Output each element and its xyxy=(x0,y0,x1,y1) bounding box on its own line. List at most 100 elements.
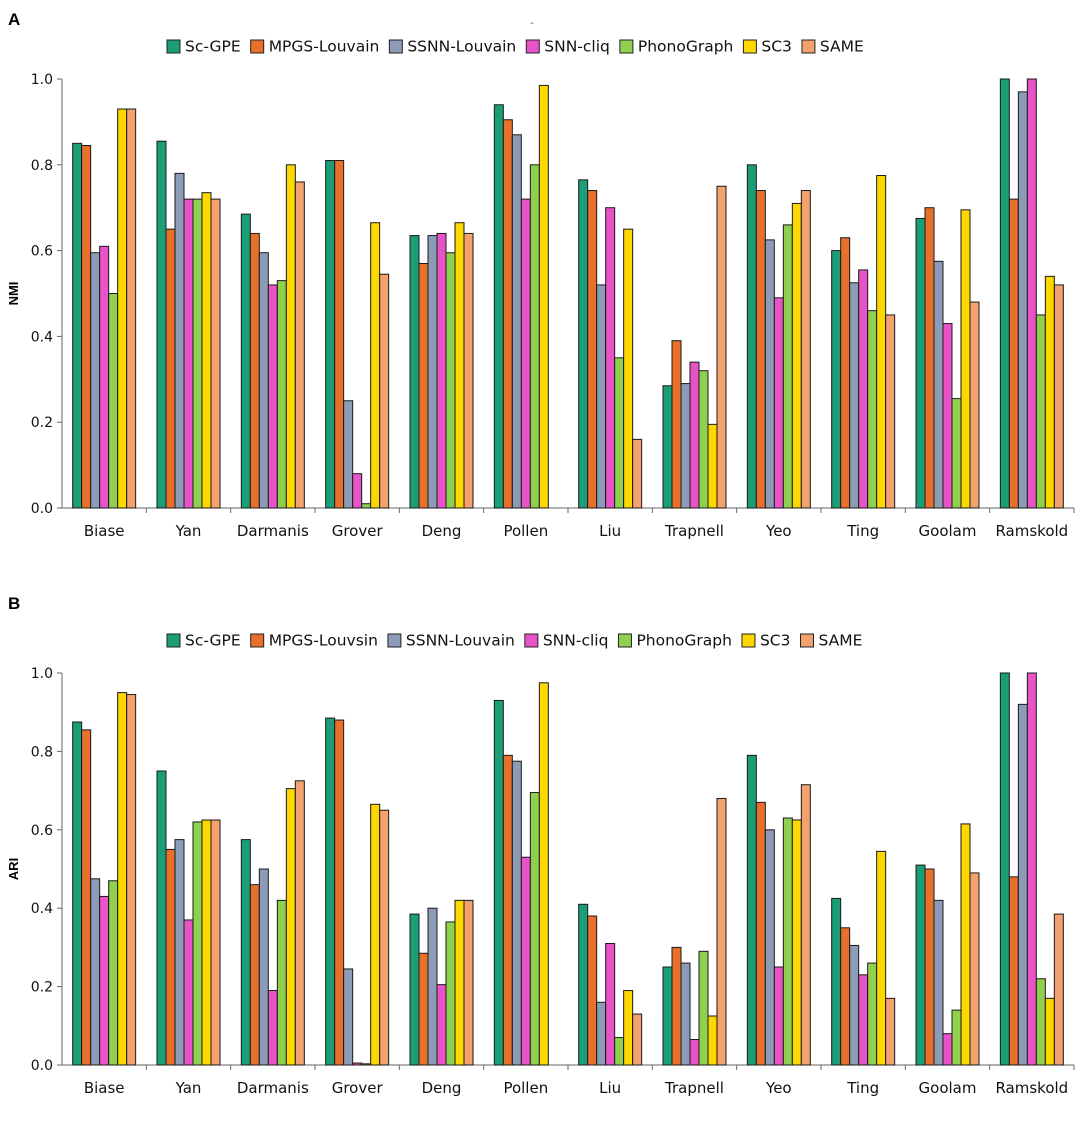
panel-a-bar xyxy=(463,232,474,509)
panel-b-y-tick-label: 0.6 xyxy=(31,823,53,839)
panel-b-bar xyxy=(933,899,944,1066)
panel-a-legend-label: SSNN-Louvain xyxy=(407,38,516,56)
panel-a-bar xyxy=(538,84,549,509)
panel-a-x-tick-label: Yeo xyxy=(765,522,792,540)
panel-a-bar xyxy=(791,202,802,509)
panel-a-bar xyxy=(370,222,381,509)
panel-a-bar xyxy=(502,119,513,509)
panel-a-x-tick-label: Liu xyxy=(599,522,621,540)
panel-a-bar xyxy=(210,198,221,509)
panel-b-x-tick-label: Grover xyxy=(332,1079,384,1097)
panel-b-bar xyxy=(520,856,531,1066)
panel-b-bar xyxy=(325,717,336,1066)
panel-a-plot: 0.0 0.2 0.4 0.6 0.8 1.0 NMI Biase Yan Darmanis Gro… xyxy=(6,72,1075,540)
panel-a-bar xyxy=(849,282,860,509)
panel-b-x-tick-label: Pollen xyxy=(503,1079,548,1097)
panel-b-legend-swatch xyxy=(741,633,756,648)
panel-a-bar xyxy=(746,164,757,509)
panel-b-bar xyxy=(849,944,860,1066)
panel-a-bar xyxy=(671,340,682,509)
panel-a-legend-swatch xyxy=(742,39,757,54)
panel-b-bar xyxy=(240,839,251,1066)
panel-b-letter: B xyxy=(8,594,20,613)
panel-a-legend-label: SAME xyxy=(820,38,864,56)
panel-b-legend-label: Sc-GPE xyxy=(185,632,241,650)
panel-a-bar xyxy=(587,190,598,509)
panel-b-bar xyxy=(716,797,727,1066)
panel-b-bar xyxy=(285,788,296,1066)
panel-a-bar xyxy=(942,323,953,509)
panel-a-bar xyxy=(662,385,673,509)
panel-b-bar xyxy=(165,848,176,1066)
panel-b: B Sc-GPE MPGS-Louvsin SSNN-Louvain SNN-cliq… xyxy=(6,594,1075,1097)
panel-a-bar xyxy=(72,142,83,509)
panel-b-bar xyxy=(90,878,101,1066)
panel-b-bar xyxy=(951,1009,962,1066)
panel-b-bar xyxy=(409,913,420,1066)
panel-b-bar xyxy=(379,809,390,1066)
panel-a-bar xyxy=(605,207,616,509)
panel-b-y-tick-label: 0.0 xyxy=(31,1058,53,1074)
panel-b-bar xyxy=(174,839,185,1066)
panel-a-bar xyxy=(267,284,278,509)
panel-b-x-tick-label: Goolam xyxy=(919,1079,977,1097)
panel-b-legend: Sc-GPE MPGS-Louvsin SSNN-Louvain SNN-cliq Ph… xyxy=(166,632,862,650)
panel-a-y-tick-label: 0.2 xyxy=(31,415,53,431)
panel-a-legend-item: Sc-GPE xyxy=(166,38,241,56)
panel-b-bar xyxy=(698,950,709,1066)
panel-a-bar xyxy=(858,269,869,509)
panel-a-bar xyxy=(183,198,194,509)
panel-b-legend-swatch xyxy=(166,633,181,648)
panel-a-x-tick-label: Deng xyxy=(422,522,462,540)
panel-b-x-tick-label: Biase xyxy=(84,1079,125,1097)
panel-a-legend-item: SC3 xyxy=(742,38,792,56)
panel-b-y-tick-label: 0.2 xyxy=(31,980,53,996)
panel-a-bar xyxy=(1035,314,1046,509)
panel-b-x-tick-label: Trapnell xyxy=(664,1079,724,1097)
panel-a-bar xyxy=(831,250,842,509)
panel-b-legend-item: Sc-GPE xyxy=(166,632,241,650)
panel-a-x-tick-label: Biase xyxy=(84,522,125,540)
panel-a-bar xyxy=(418,262,429,509)
panel-a-bar xyxy=(716,185,727,509)
panel-a-x-tick-label: Grover xyxy=(332,522,384,540)
panel-a-legend-swatch xyxy=(388,39,403,54)
panel-b-bar xyxy=(117,692,128,1066)
panel-b-y-axis-label: ARI xyxy=(6,858,21,880)
panel-b-bar xyxy=(782,817,793,1066)
panel-b-bar xyxy=(773,966,784,1066)
panel-a-legend-item: SSNN-Louvain xyxy=(388,38,516,56)
panel-b-bar xyxy=(99,895,110,1066)
panel-b-bar xyxy=(436,984,447,1066)
panel-b-legend-swatch xyxy=(524,633,539,648)
panel-a-bar xyxy=(258,252,269,509)
panel-a-legend-label: Sc-GPE xyxy=(185,38,241,56)
panel-b-legend-swatch xyxy=(617,633,632,648)
panel-b-bar xyxy=(885,997,896,1066)
panel-a-legend-item: SNN-cliq xyxy=(525,38,610,56)
panel-a-legend-label: SNN-cliq xyxy=(544,38,610,56)
panel-b-bar xyxy=(1017,703,1028,1066)
panel-a-bar xyxy=(81,144,92,509)
panel-b-y-tick-label: 0.8 xyxy=(31,744,53,760)
panel-b-legend-item: SAME xyxy=(800,632,862,650)
panel-a-bar xyxy=(632,438,643,509)
panel-b-bar xyxy=(538,682,549,1066)
panel-b-bar xyxy=(258,868,269,1066)
panel-b-x-tick-label: Yeo xyxy=(765,1079,792,1097)
panel-a-legend-swatch xyxy=(619,39,634,54)
panel-b-bar xyxy=(662,966,673,1066)
panel-a-bar xyxy=(614,357,625,509)
panel-a-legend-swatch xyxy=(801,39,816,54)
panel-a-bar xyxy=(885,314,896,509)
panel-a-y-tick-label: 0.0 xyxy=(31,501,53,517)
panel-b-bar xyxy=(192,821,203,1066)
panel-b-bar xyxy=(969,872,980,1066)
panel-a-bar xyxy=(1017,91,1028,509)
panel-a-bar xyxy=(445,252,456,509)
panel-a-bar xyxy=(707,423,718,509)
panel-a-bar xyxy=(800,190,811,509)
panel-a-bar xyxy=(285,164,296,509)
panel-b-bar xyxy=(840,927,851,1066)
panel-b-legend-swatch xyxy=(800,633,814,648)
